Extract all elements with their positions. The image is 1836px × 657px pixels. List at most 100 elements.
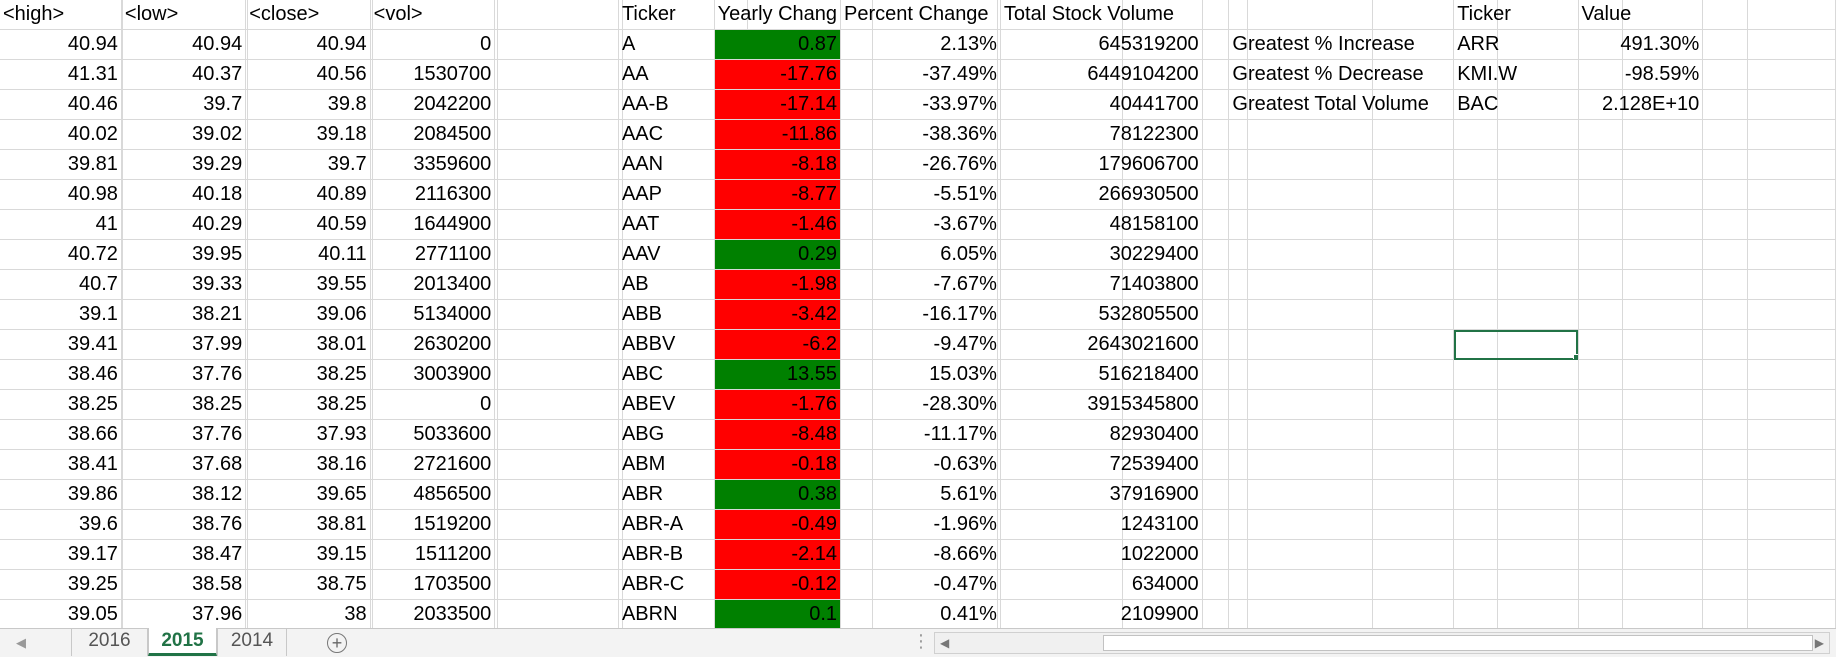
empty-cell[interactable]	[1202, 119, 1230, 150]
cell-ticker[interactable]: AAT	[618, 209, 715, 240]
header-summary-ticker[interactable]: Ticker	[1453, 0, 1579, 30]
empty-cell[interactable]	[494, 269, 619, 300]
cell-ticker[interactable]: ABG	[618, 419, 715, 450]
cell-yearly-change[interactable]: 0.29	[714, 239, 842, 270]
cell-total-volume[interactable]: 266930500	[1000, 179, 1203, 210]
empty-cell[interactable]	[1578, 119, 1704, 150]
cell-ticker[interactable]: ABEV	[618, 389, 715, 420]
cell-high[interactable]: 40.02	[0, 119, 122, 150]
empty-cell[interactable]	[1578, 389, 1704, 420]
cell-total-volume[interactable]: 1243100	[1000, 509, 1203, 540]
cell-ticker[interactable]: ABC	[618, 359, 715, 390]
sheet-tab-2014[interactable]: 2014	[217, 628, 287, 656]
cell-total-volume[interactable]: 48158100	[1000, 209, 1203, 240]
empty-cell[interactable]	[1202, 269, 1230, 300]
cell-high[interactable]: 39.81	[0, 149, 122, 180]
cell-vol[interactable]: 2771100	[370, 239, 496, 270]
empty-cell[interactable]	[1453, 119, 1579, 150]
selected-cell[interactable]	[1453, 329, 1579, 360]
cell-low[interactable]: 40.37	[121, 59, 247, 90]
empty-cell[interactable]	[1702, 179, 1836, 210]
cell-percent-change[interactable]: 2.13%	[840, 29, 1001, 60]
empty-cell[interactable]	[1202, 209, 1230, 240]
empty-cell[interactable]	[1228, 209, 1455, 240]
cell-high[interactable]: 40.72	[0, 239, 122, 270]
header-high[interactable]: <high>	[0, 0, 122, 30]
empty-cell[interactable]	[1453, 599, 1579, 628]
empty-cell[interactable]	[1228, 599, 1455, 628]
cell-percent-change[interactable]: 0.41%	[840, 599, 1001, 628]
cell-percent-change[interactable]: -3.67%	[840, 209, 1001, 240]
cell-high[interactable]: 39.41	[0, 329, 122, 360]
empty-cell[interactable]	[494, 359, 619, 390]
empty-cell[interactable]	[1702, 59, 1836, 90]
empty-cell[interactable]	[1702, 569, 1836, 600]
cell-yearly-change[interactable]: -2.14	[714, 539, 842, 570]
cell-high[interactable]: 38.41	[0, 449, 122, 480]
cell-high[interactable]: 40.7	[0, 269, 122, 300]
cell-close[interactable]: 39.8	[245, 89, 371, 120]
cell-high[interactable]: 39.17	[0, 539, 122, 570]
cell-total-volume[interactable]: 82930400	[1000, 419, 1203, 450]
empty-cell[interactable]	[494, 239, 619, 270]
cell-ticker[interactable]: AB	[618, 269, 715, 300]
cell-high[interactable]: 39.1	[0, 299, 122, 330]
empty-cell[interactable]	[1202, 29, 1230, 60]
empty-cell[interactable]	[1228, 539, 1455, 570]
empty-cell[interactable]	[494, 419, 619, 450]
empty-cell[interactable]	[1702, 599, 1836, 628]
cell-vol[interactable]: 1511200	[370, 539, 496, 570]
cell-close[interactable]: 38	[245, 599, 371, 628]
cell-yearly-change[interactable]: -17.14	[714, 89, 842, 120]
cell-total-volume[interactable]: 78122300	[1000, 119, 1203, 150]
cell-ticker[interactable]: ABR-A	[618, 509, 715, 540]
cell-vol[interactable]: 3003900	[370, 359, 496, 390]
cell-low[interactable]: 38.21	[121, 299, 247, 330]
empty-cell[interactable]	[1453, 359, 1579, 390]
cell-ticker[interactable]: ABR	[618, 479, 715, 510]
empty-cell[interactable]	[1453, 239, 1579, 270]
empty-cell[interactable]	[1453, 509, 1579, 540]
empty-cell[interactable]	[1202, 389, 1230, 420]
empty-cell[interactable]	[1702, 269, 1836, 300]
cell-vol[interactable]: 2116300	[370, 179, 496, 210]
cell-close[interactable]: 38.81	[245, 509, 371, 540]
cell-total-volume[interactable]: 37916900	[1000, 479, 1203, 510]
horizontal-scrollbar[interactable]: ◀ ▶	[934, 632, 1830, 654]
cell-percent-change[interactable]: -16.17%	[840, 299, 1001, 330]
empty-cell[interactable]	[1228, 569, 1455, 600]
cell-high[interactable]: 40.46	[0, 89, 122, 120]
cell-vol[interactable]: 1644900	[370, 209, 496, 240]
empty-cell[interactable]	[1228, 419, 1455, 450]
summary-value[interactable]: -98.59%	[1578, 59, 1704, 90]
empty-cell[interactable]	[1578, 359, 1704, 390]
cell-yearly-change[interactable]: -0.12	[714, 569, 842, 600]
cell-ticker[interactable]: ABM	[618, 449, 715, 480]
empty-cell[interactable]	[494, 59, 619, 90]
cell-total-volume[interactable]: 40441700	[1000, 89, 1203, 120]
header-ticker[interactable]: Ticker	[618, 0, 715, 30]
add-sheet-icon[interactable]: +	[327, 633, 347, 653]
empty-cell[interactable]	[1228, 329, 1455, 360]
cell-ticker[interactable]: AAC	[618, 119, 715, 150]
cell-total-volume[interactable]: 2109900	[1000, 599, 1203, 628]
cell-percent-change[interactable]: -7.67%	[840, 269, 1001, 300]
cell-low[interactable]: 39.33	[121, 269, 247, 300]
empty-cell[interactable]	[494, 509, 619, 540]
cell-low[interactable]: 38.12	[121, 479, 247, 510]
cell-close[interactable]: 40.56	[245, 59, 371, 90]
empty-cell[interactable]	[1202, 569, 1230, 600]
cell-ticker[interactable]: ABBV	[618, 329, 715, 360]
empty-cell[interactable]	[1702, 539, 1836, 570]
empty-cell[interactable]	[494, 179, 619, 210]
cell-close[interactable]: 39.7	[245, 149, 371, 180]
scrollbar-thumb[interactable]	[1103, 635, 1813, 651]
cell-total-volume[interactable]: 30229400	[1000, 239, 1203, 270]
cell-vol[interactable]: 2042200	[370, 89, 496, 120]
cell-vol[interactable]: 5134000	[370, 299, 496, 330]
cell-yearly-change[interactable]: 13.55	[714, 359, 842, 390]
empty-cell[interactable]	[1202, 359, 1230, 390]
cell-percent-change[interactable]: -8.66%	[840, 539, 1001, 570]
cell-high[interactable]: 39.05	[0, 599, 122, 628]
empty-cell[interactable]	[494, 599, 619, 628]
